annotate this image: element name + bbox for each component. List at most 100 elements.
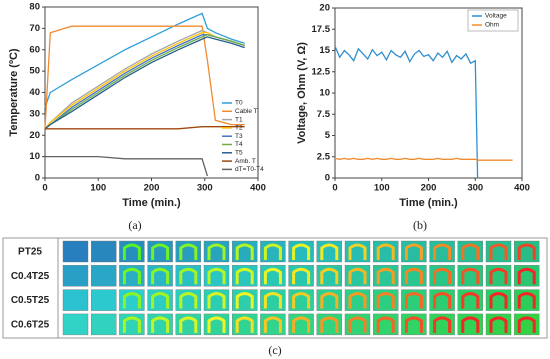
thermal-pattern	[348, 292, 367, 309]
thermal-pattern	[320, 243, 339, 260]
caption: (b)	[413, 218, 427, 232]
y-tick-label: 20	[319, 3, 330, 14]
y-tick-label: 40	[29, 87, 40, 98]
y-tick-label: 10	[319, 88, 330, 99]
thermal-pattern	[235, 267, 254, 285]
x-axis-title: Time (min.)	[122, 197, 181, 209]
thermal-pattern	[433, 267, 452, 285]
thermal-pattern	[348, 267, 367, 285]
series-line	[44, 12, 245, 108]
thermal-pattern	[320, 292, 339, 309]
series-line	[334, 157, 513, 161]
thermal-pattern	[404, 267, 423, 285]
thermal-pattern	[404, 243, 423, 260]
y-tick-label: 80	[29, 2, 40, 13]
caption: (a)	[128, 218, 141, 232]
thermal-pattern	[292, 292, 311, 309]
thermal-pattern	[263, 267, 282, 285]
y-tick-label: 5	[325, 130, 331, 141]
thermal-pattern	[122, 292, 141, 309]
thermal-image	[62, 313, 89, 336]
y-tick-label: 70	[29, 23, 40, 34]
thermal-pattern	[292, 267, 311, 285]
y-tick-label: 50	[29, 66, 40, 77]
y-tick-label: 10	[29, 151, 40, 162]
thermal-image	[90, 313, 117, 336]
x-tick-label: 400	[250, 183, 266, 194]
row-label: C0.5T25	[11, 295, 50, 306]
x-tick-label: 400	[514, 183, 530, 194]
x-tick-label: 300	[197, 183, 213, 194]
series-line	[44, 25, 245, 129]
thermal-pattern	[461, 243, 480, 260]
thermal-pattern	[517, 243, 536, 260]
y-tick-label: 7.5	[317, 109, 331, 120]
thermal-pattern	[122, 267, 141, 285]
x-tick-label: 200	[421, 183, 437, 194]
x-tick-label: 300	[467, 183, 483, 194]
thermal-image	[90, 240, 117, 263]
y-tick-label: 60	[29, 44, 40, 55]
x-tick-label: 100	[374, 183, 390, 194]
y-tick-label: 17.5	[312, 24, 331, 35]
x-tick-label: 0	[42, 183, 47, 194]
series-line	[45, 155, 209, 177]
thermal-pattern	[433, 292, 452, 309]
thermal-pattern	[179, 243, 198, 260]
legend-label: T2	[235, 125, 243, 132]
thermal-pattern	[489, 316, 508, 333]
thermal-pattern	[489, 243, 508, 260]
thermal-pattern	[235, 243, 254, 260]
thermal-pattern	[348, 316, 367, 333]
thermal-pattern	[376, 292, 395, 309]
y-tick-label: 15	[319, 45, 330, 56]
y-tick-label: 20	[29, 130, 40, 141]
thermal-pattern	[151, 267, 170, 285]
thermal-pattern	[151, 243, 170, 260]
thermal-pattern	[235, 292, 254, 309]
legend-label: Voltage	[485, 13, 507, 20]
thermal-pattern	[433, 243, 452, 260]
thermal-pattern	[207, 292, 226, 309]
y-tick-label: 0	[35, 173, 40, 184]
x-axis-title: Time (min.)	[399, 197, 458, 209]
y-tick-label: 2.5	[317, 151, 331, 162]
series-line	[44, 36, 245, 130]
legend-label: T0	[235, 100, 243, 107]
series-line	[44, 34, 245, 130]
thermal-pattern	[263, 316, 282, 333]
caption: (c)	[268, 343, 281, 357]
row-label: PT25	[18, 247, 42, 258]
thermal-pattern	[461, 316, 480, 333]
thermal-pattern	[151, 292, 170, 309]
thermal-pattern	[404, 292, 423, 309]
thermal-image	[62, 289, 89, 311]
thermal-pattern	[517, 316, 536, 333]
thermal-pattern	[179, 267, 198, 285]
series-line	[334, 46, 479, 179]
legend-label: T3	[235, 133, 243, 140]
thermal-pattern	[320, 316, 339, 333]
thermal-image	[62, 265, 89, 287]
thermal-pattern	[433, 316, 452, 333]
thermal-pattern	[489, 267, 508, 285]
y-axis-title: Temperature (ºC)	[8, 48, 20, 136]
legend-label: T4	[235, 141, 243, 148]
thermal-pattern	[517, 292, 536, 309]
thermal-pattern	[404, 316, 423, 333]
thermal-pattern	[235, 316, 254, 333]
legend-label: T1	[235, 116, 243, 123]
thermal-pattern	[151, 316, 170, 333]
thermal-pattern	[461, 267, 480, 285]
y-axis-title: Voltage, Ohm (V, Ω)	[296, 42, 308, 144]
y-tick-label: 0	[325, 173, 330, 184]
row-label: C0.4T25	[11, 271, 50, 282]
plot-frame	[334, 7, 523, 179]
thermal-image	[62, 240, 89, 263]
thermal-pattern	[320, 267, 339, 285]
y-tick-label: 30	[29, 108, 40, 119]
thermal-pattern	[263, 292, 282, 309]
x-tick-label: 200	[144, 183, 160, 194]
x-tick-label: 0	[332, 183, 337, 194]
